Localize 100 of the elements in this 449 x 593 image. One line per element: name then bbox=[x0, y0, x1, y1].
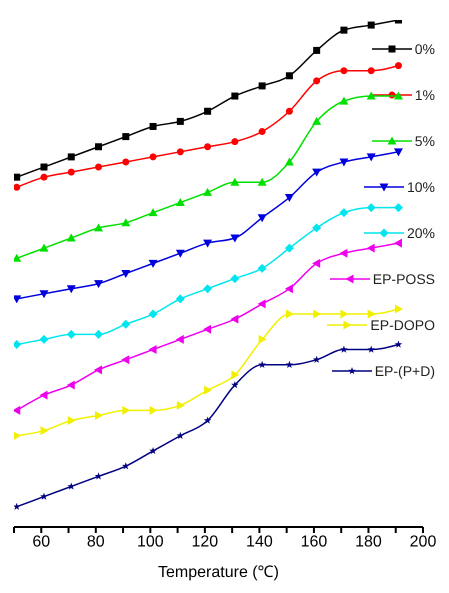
point bbox=[284, 244, 294, 253]
point bbox=[204, 143, 212, 150]
point bbox=[284, 194, 294, 202]
point bbox=[176, 250, 185, 258]
point bbox=[176, 334, 184, 344]
point bbox=[258, 128, 266, 136]
point bbox=[121, 320, 130, 329]
point bbox=[40, 164, 48, 171]
point bbox=[204, 108, 212, 115]
point bbox=[39, 290, 48, 298]
point bbox=[122, 158, 130, 166]
point bbox=[258, 360, 266, 368]
point bbox=[39, 334, 48, 344]
point bbox=[286, 310, 294, 319]
point bbox=[340, 310, 348, 319]
point bbox=[176, 118, 184, 125]
point bbox=[340, 26, 348, 34]
point bbox=[284, 284, 293, 294]
point bbox=[176, 432, 184, 439]
x-tick-label: 160 bbox=[300, 533, 328, 550]
point bbox=[230, 274, 240, 284]
point bbox=[203, 324, 212, 334]
point bbox=[366, 92, 376, 100]
point bbox=[150, 406, 158, 415]
legend-label: EP-POSS bbox=[372, 271, 435, 287]
point bbox=[231, 138, 238, 146]
point bbox=[68, 416, 76, 426]
point bbox=[366, 153, 376, 162]
point bbox=[258, 178, 267, 186]
point bbox=[121, 270, 130, 278]
point bbox=[339, 158, 348, 166]
point bbox=[339, 96, 348, 105]
legend-label: 20% bbox=[406, 225, 435, 241]
point bbox=[204, 386, 212, 395]
point bbox=[66, 285, 76, 294]
point bbox=[339, 248, 348, 258]
point bbox=[122, 133, 130, 140]
point bbox=[39, 244, 48, 252]
point bbox=[367, 346, 375, 353]
point bbox=[394, 238, 402, 248]
point bbox=[148, 310, 158, 319]
x-tick-label: 180 bbox=[355, 533, 382, 550]
x-tick-label: 100 bbox=[136, 533, 164, 550]
point bbox=[14, 431, 22, 440]
point bbox=[368, 22, 375, 29]
point bbox=[121, 355, 130, 364]
point bbox=[40, 174, 48, 181]
x-tick-label: 120 bbox=[192, 533, 218, 550]
point bbox=[148, 345, 157, 354]
point bbox=[312, 116, 322, 125]
point bbox=[284, 157, 294, 166]
point bbox=[176, 294, 185, 304]
point bbox=[258, 334, 267, 344]
point bbox=[340, 346, 348, 353]
legend-label: 5% bbox=[414, 133, 435, 149]
legend-label: EP-DOPO bbox=[370, 317, 435, 333]
point bbox=[312, 258, 320, 268]
point bbox=[312, 223, 322, 232]
point bbox=[95, 410, 104, 420]
point bbox=[230, 314, 238, 324]
x-axis-title: Temperature (℃) bbox=[158, 564, 279, 581]
point bbox=[68, 153, 75, 160]
point bbox=[95, 164, 102, 171]
legend-label: 10% bbox=[406, 179, 435, 195]
point bbox=[286, 360, 294, 368]
point bbox=[313, 46, 320, 54]
point bbox=[313, 310, 322, 319]
point bbox=[394, 62, 402, 70]
x-tick-label: 80 bbox=[86, 533, 105, 550]
point bbox=[203, 284, 212, 294]
point bbox=[121, 218, 130, 226]
point bbox=[394, 92, 403, 100]
point bbox=[122, 462, 130, 470]
point bbox=[176, 400, 185, 410]
point bbox=[66, 380, 75, 390]
point bbox=[258, 214, 267, 222]
point bbox=[176, 148, 184, 156]
point bbox=[94, 365, 102, 374]
point bbox=[176, 198, 185, 206]
point bbox=[203, 188, 212, 196]
point bbox=[258, 264, 267, 273]
legend-label: 1% bbox=[414, 87, 435, 103]
legend-label: EP-(P+D) bbox=[374, 363, 435, 379]
point bbox=[149, 446, 157, 454]
point bbox=[258, 299, 266, 308]
point bbox=[286, 108, 293, 115]
point bbox=[148, 260, 158, 268]
point bbox=[313, 77, 320, 84]
point bbox=[66, 330, 76, 339]
point bbox=[40, 492, 48, 500]
point bbox=[231, 370, 240, 380]
point bbox=[150, 153, 157, 160]
point bbox=[339, 208, 348, 218]
point bbox=[68, 168, 75, 176]
point bbox=[94, 223, 104, 232]
point bbox=[148, 208, 158, 216]
point bbox=[368, 310, 376, 319]
legend-label: 0% bbox=[414, 41, 435, 57]
x-tick-label: 140 bbox=[246, 533, 273, 550]
point bbox=[203, 240, 212, 248]
